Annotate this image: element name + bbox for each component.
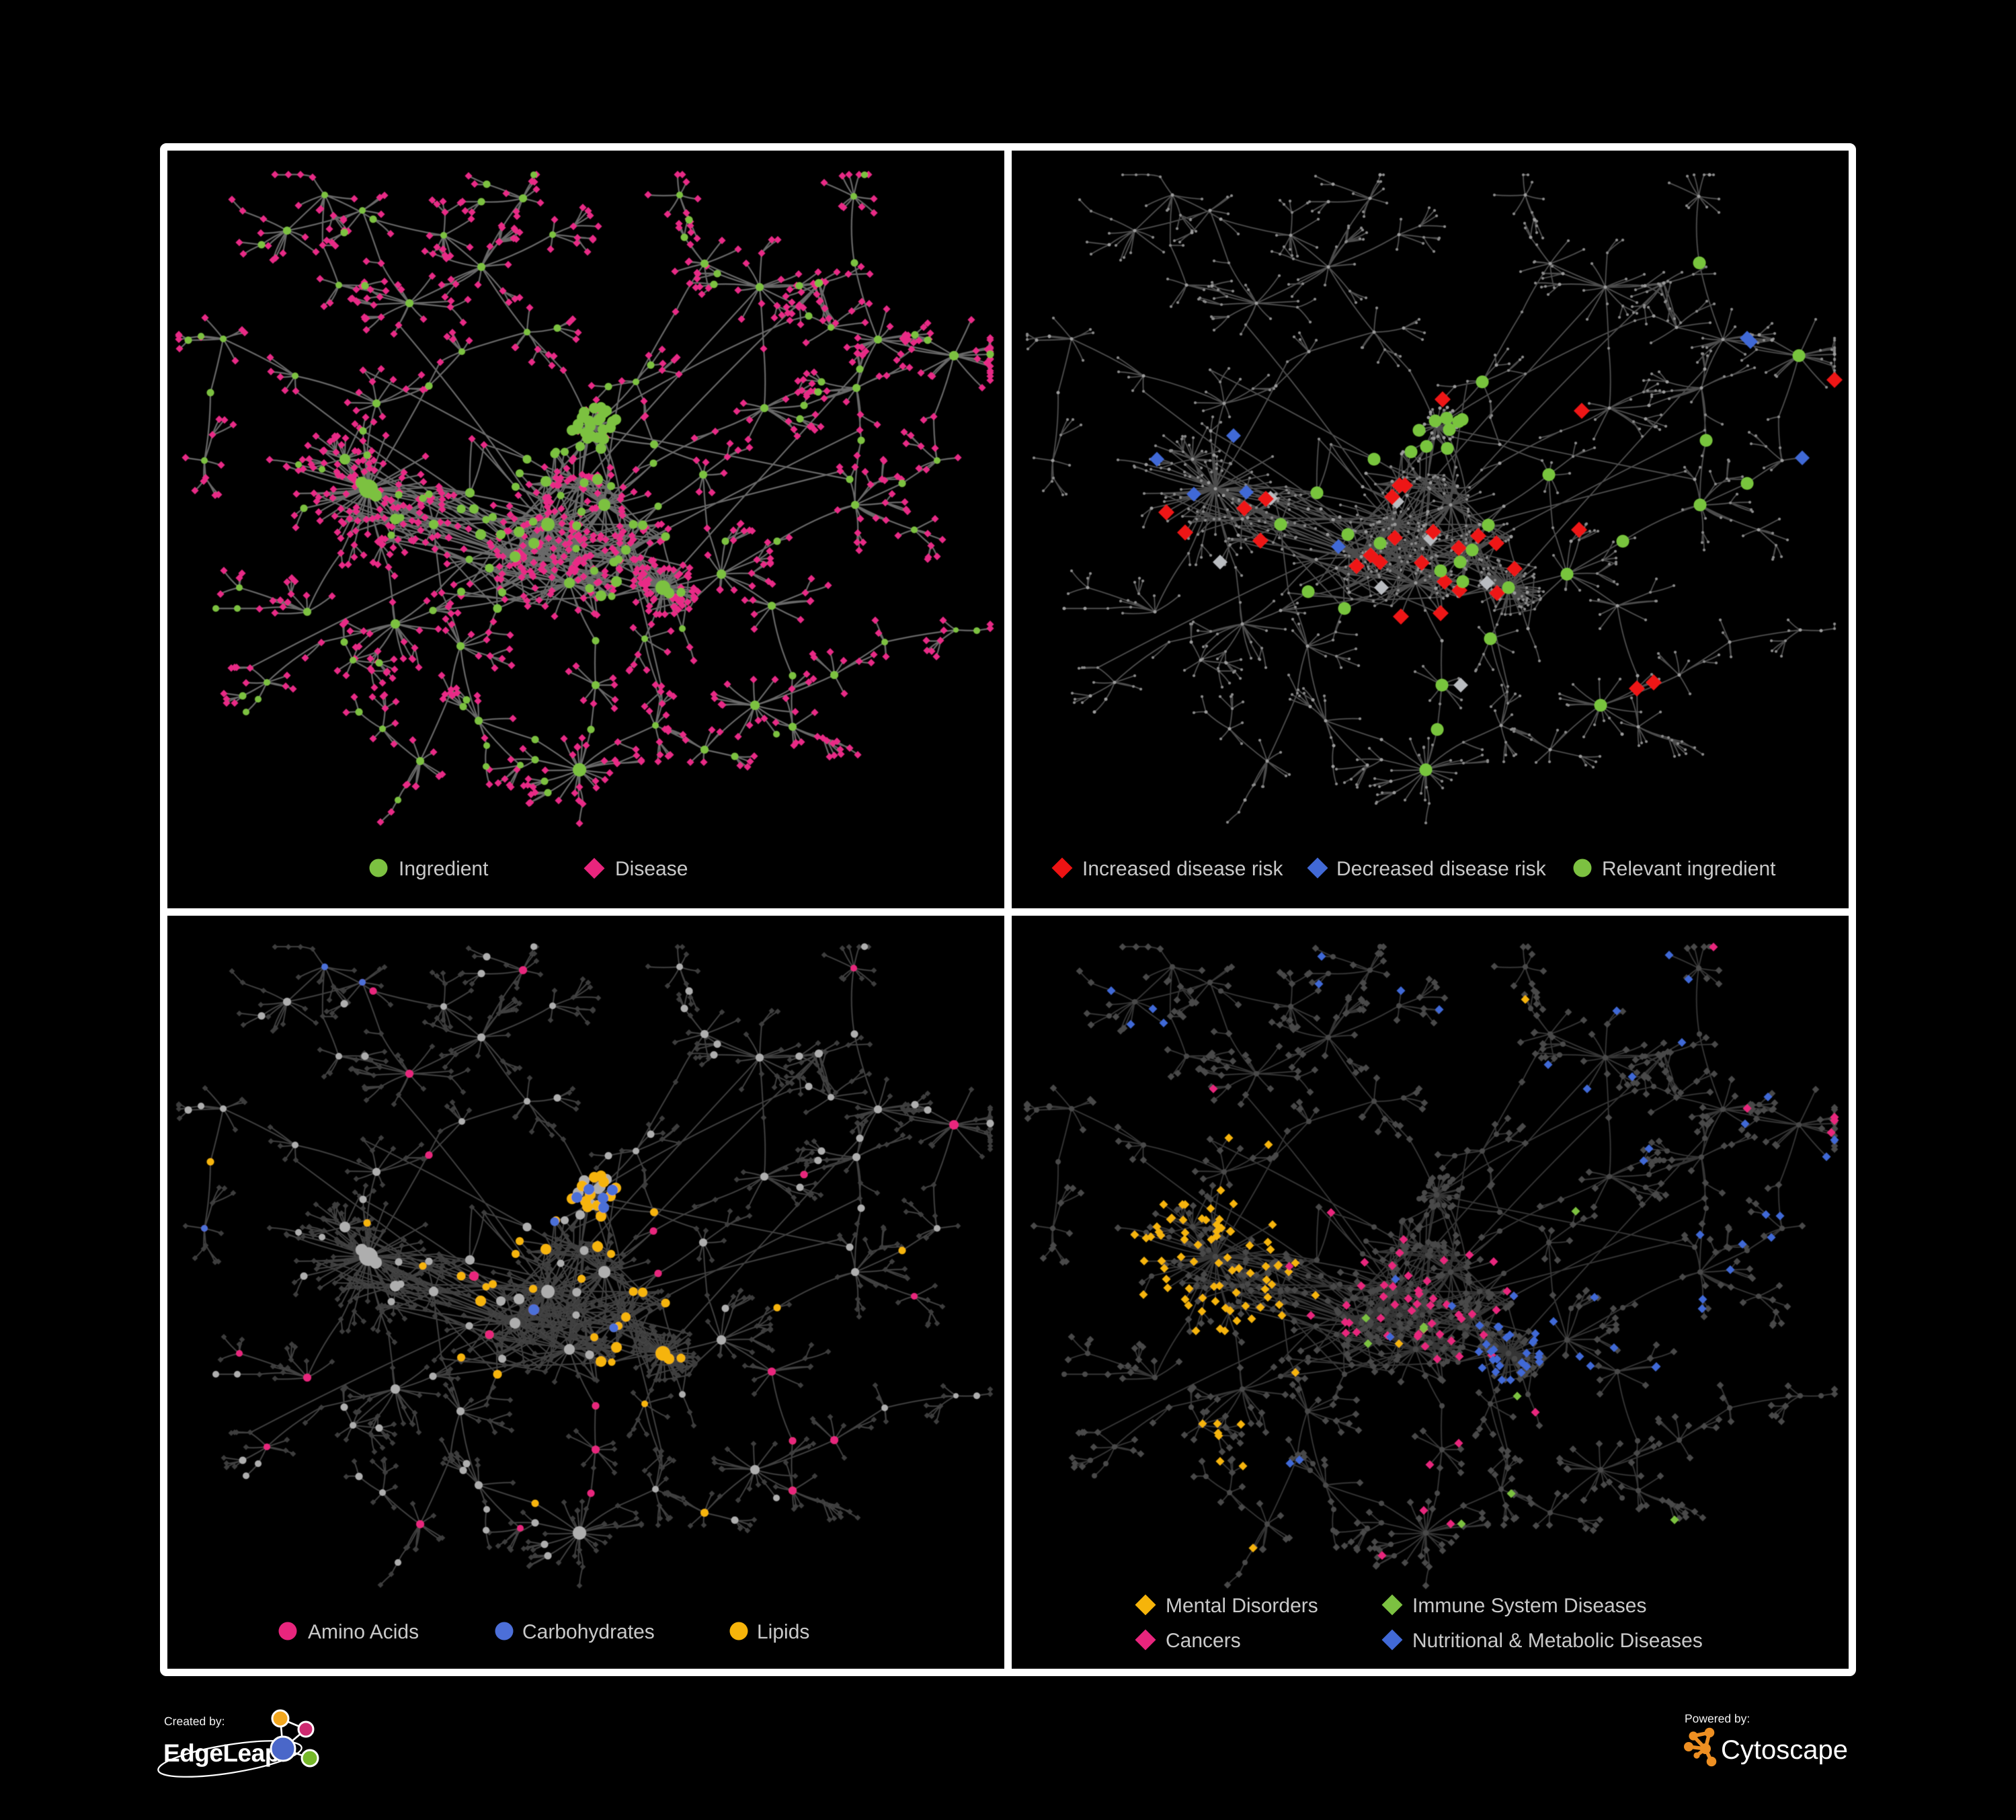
svg-text:Ingredient: Ingredient — [399, 858, 489, 880]
svg-text:Increased disease risk: Increased disease risk — [1082, 858, 1283, 880]
svg-text:EdgeLeap: EdgeLeap — [163, 1739, 280, 1767]
svg-text:Lipids: Lipids — [757, 1621, 809, 1643]
svg-text:Mental Disorders: Mental Disorders — [1166, 1595, 1318, 1617]
svg-text:Carbohydrates: Carbohydrates — [522, 1621, 655, 1643]
svg-text:Amino Acids: Amino Acids — [308, 1621, 419, 1643]
svg-text:Cytoscape: Cytoscape — [1721, 1735, 1848, 1765]
svg-text:Cancers: Cancers — [1166, 1630, 1241, 1652]
svg-text:Disease: Disease — [615, 858, 688, 880]
svg-text:Created by:: Created by: — [164, 1714, 225, 1728]
svg-text:Relevant ingredient: Relevant ingredient — [1602, 858, 1776, 880]
svg-text:Powered by:: Powered by: — [1685, 1712, 1750, 1725]
svg-text:Nutritional & Metabolic Diseas: Nutritional & Metabolic Diseases — [1412, 1630, 1703, 1652]
svg-text:Immune System Diseases: Immune System Diseases — [1412, 1595, 1646, 1617]
svg-text:Decreased disease risk: Decreased disease risk — [1336, 858, 1547, 880]
